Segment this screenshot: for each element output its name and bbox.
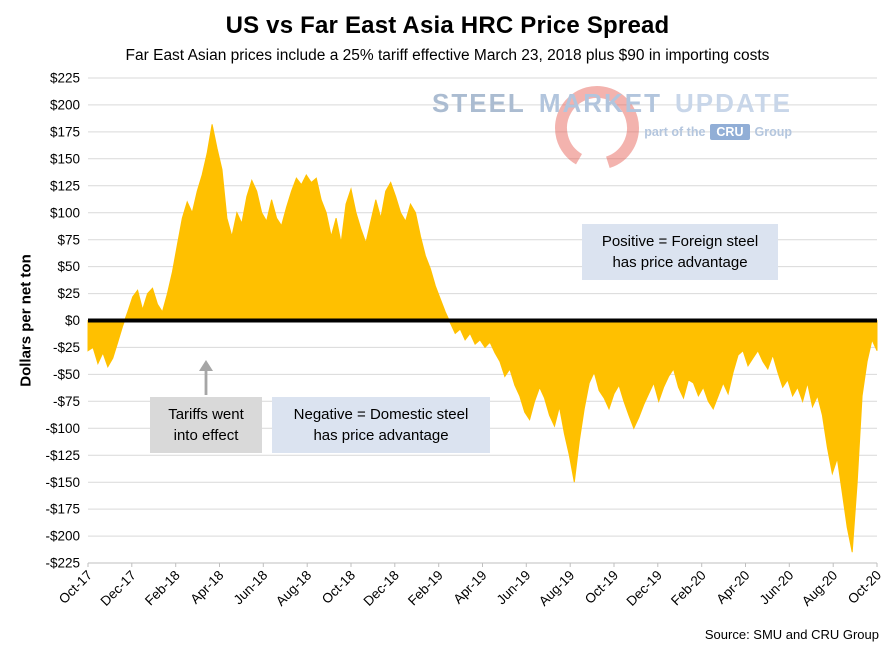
y-tick-label: $25 [57, 286, 80, 301]
x-tick-label: Oct-17 [56, 568, 95, 607]
chart-title: US vs Far East Asia HRC Price Spread [225, 12, 670, 39]
negative-annotation-line1: Negative = Domestic steel [293, 406, 469, 423]
y-tick-label: $125 [50, 178, 80, 193]
y-axis-label: Dollars per net ton [17, 254, 35, 387]
smu-logo-ring-icon [555, 86, 639, 170]
positive-annotation-line2: has price advantage [612, 254, 748, 271]
y-tick-label: $225 [50, 71, 80, 86]
tariff-annotation-line1: Tariffs went [168, 406, 244, 423]
watermark-steel: STEEL [432, 88, 526, 118]
negative-annotation: Negative = Domestic steel has price adva… [272, 397, 490, 453]
x-tick-label: Feb-19 [405, 568, 446, 609]
x-tick-label: Feb-20 [668, 568, 709, 609]
y-tick-label: -$100 [45, 421, 80, 436]
x-tick-label: Feb-18 [142, 568, 183, 609]
y-tick-label: $75 [57, 232, 80, 247]
y-tick-label: $100 [50, 205, 80, 220]
x-tick-label: Jun-20 [757, 568, 797, 608]
positive-annotation-line1: Positive = Foreign steel [601, 233, 759, 250]
y-tick-label: $150 [50, 151, 80, 166]
watermark-wordmark: STEEL MARKET UPDATE [432, 88, 792, 119]
positive-annotation: Positive = Foreign steel has price advan… [582, 224, 778, 280]
y-tick-label: -$225 [45, 556, 80, 571]
x-tick-label: Dec-19 [624, 568, 665, 609]
watermark: STEEL MARKET UPDATE part of the CRU Grou… [432, 86, 792, 172]
y-tick-label: -$50 [53, 367, 80, 382]
x-tick-label: Aug-19 [536, 568, 577, 609]
watermark-tagline: part of the CRU Group [470, 124, 792, 140]
cru-badge: CRU [710, 124, 750, 140]
tagline-prefix: part of the [644, 125, 706, 139]
watermark-update: UPDATE [675, 88, 792, 118]
y-tick-label: $50 [57, 259, 80, 274]
x-tick-label: Apr-19 [450, 568, 489, 607]
x-tick-label: Jun-18 [231, 568, 271, 608]
tariff-annotation: Tariffs went into effect [150, 397, 262, 453]
y-tick-label: -$75 [53, 394, 80, 409]
x-tick-label: Apr-18 [187, 568, 226, 607]
x-tick-label: Dec-18 [361, 568, 402, 609]
y-tick-label: -$150 [45, 475, 80, 490]
x-tick-label: Apr-20 [713, 568, 752, 607]
tariff-annotation-line2: into effect [173, 427, 239, 444]
x-tick-label: Oct-18 [319, 568, 358, 607]
source-credit: Source: SMU and CRU Group [704, 627, 879, 642]
y-tick-label: -$25 [53, 340, 80, 355]
spread-area-series [87, 124, 878, 553]
negative-annotation-line2: has price advantage [313, 427, 449, 444]
x-tick-label: Oct-19 [582, 568, 621, 607]
x-tick-label: Aug-18 [273, 568, 314, 609]
x-tick-label: Aug-20 [799, 568, 840, 609]
y-tick-label: -$175 [45, 502, 80, 517]
tariff-arrow-up-icon [199, 360, 213, 395]
y-tick-label: -$125 [45, 448, 80, 463]
watermark-market: MARKET [538, 88, 663, 118]
x-tick-label: Oct-20 [845, 568, 884, 607]
x-tick-label: Jun-19 [494, 568, 534, 608]
tagline-group: Group [754, 125, 793, 139]
chart-subtitle: Far East Asian prices include a 25% tari… [125, 47, 770, 64]
y-tick-label: -$200 [45, 529, 80, 544]
x-tick-label: Dec-17 [98, 568, 139, 609]
y-tick-label: $175 [50, 125, 80, 140]
y-tick-label: $200 [50, 98, 80, 113]
y-tick-label: $0 [65, 313, 80, 328]
